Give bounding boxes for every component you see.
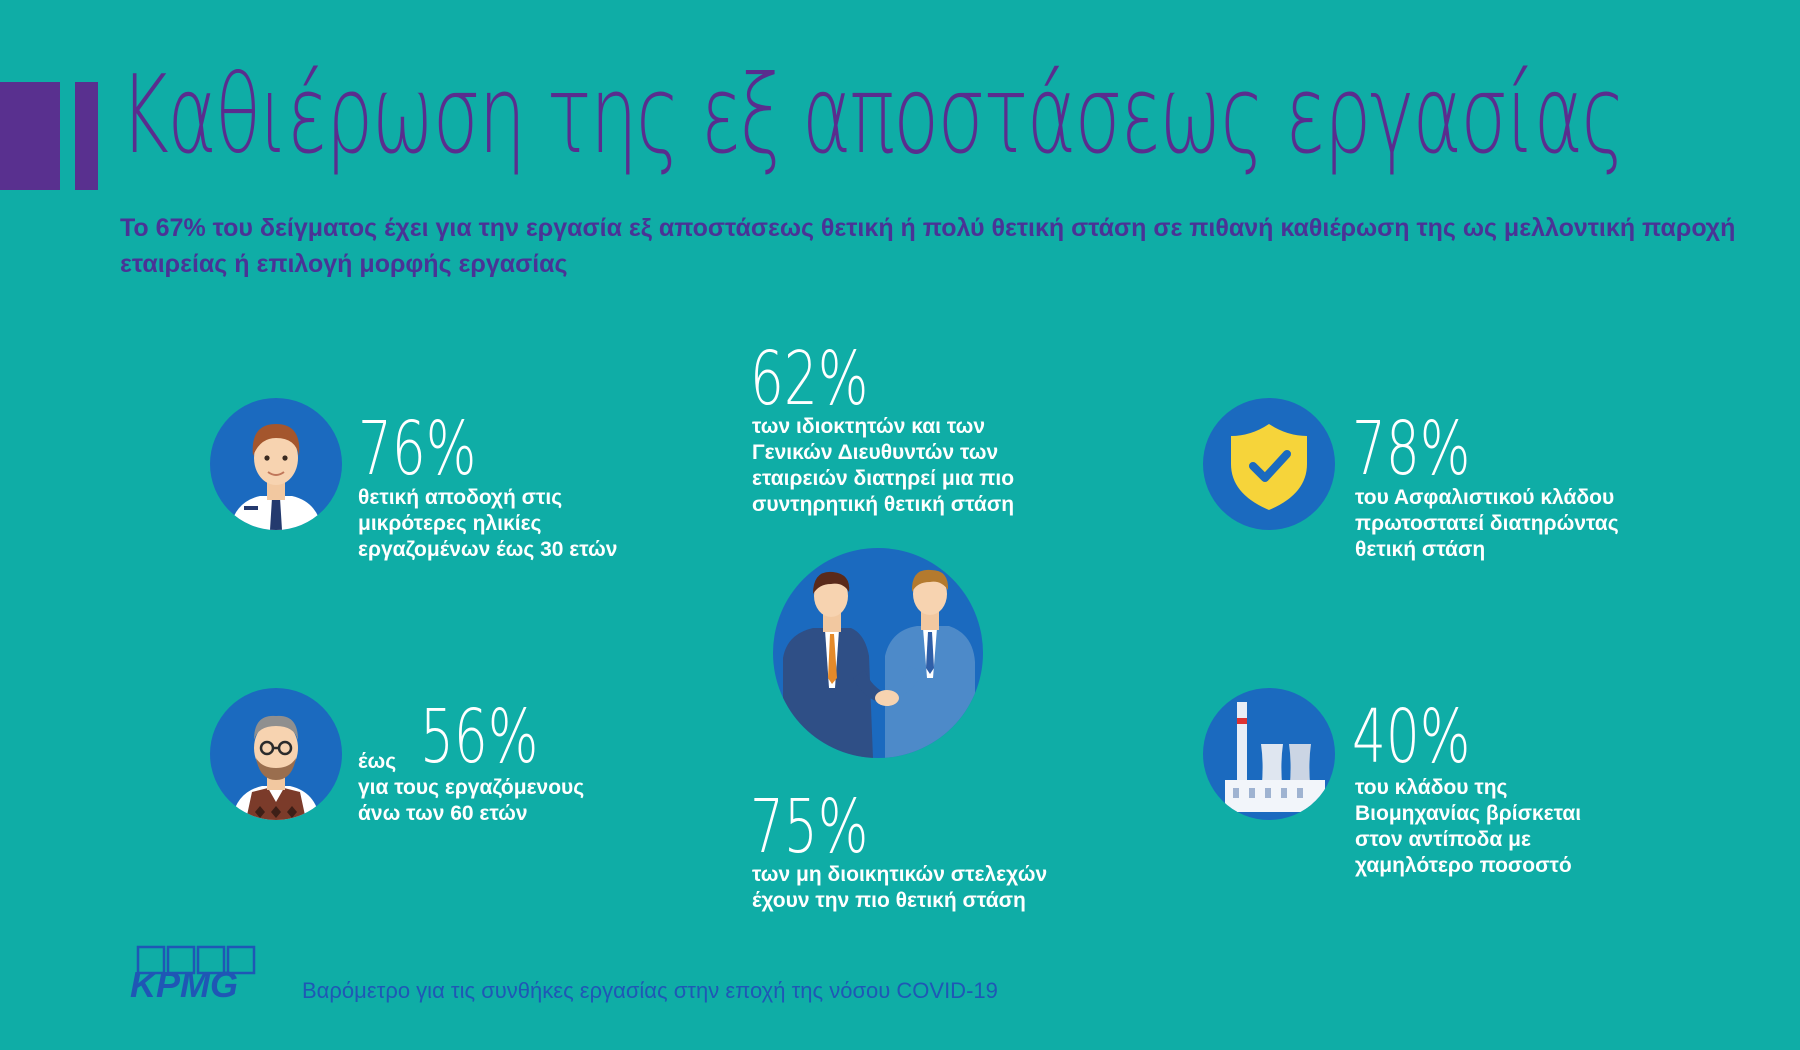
page-title: Καθιέρωση της εξ αποστάσεως εργασίας <box>120 53 1625 178</box>
insurance-desc: του Ασφαλιστικού κλάδου πρωτοστατεί διατ… <box>1355 485 1619 563</box>
young-desc-line-1: θετική αποδοχή στις <box>358 486 563 509</box>
shield-check-icon <box>1203 398 1335 530</box>
senior-pct: 56% <box>420 694 539 780</box>
industry-desc-line-1: του κλάδου της <box>1355 776 1508 799</box>
senior-man-icon <box>210 688 342 820</box>
industry-desc-line-3: στον αντίποδα με <box>1355 828 1531 851</box>
kpmg-logo-text: KPMG <box>130 964 238 1003</box>
title-accent-bar-thin <box>75 82 98 190</box>
industry-pct: 40% <box>1352 694 1471 780</box>
young-man-icon <box>210 398 342 530</box>
senior-desc-line-1: για τους εργαζόμενους <box>358 776 585 799</box>
title-accent-bar <box>0 82 60 190</box>
senior-prefix: έως <box>358 750 397 773</box>
handshake-icon <box>773 548 983 758</box>
industry-desc-line-4: χαμηλότερο ποσοστό <box>1355 854 1572 877</box>
young-desc: θετική αποδοχή στις μικρότερες ηλικίες ε… <box>358 485 617 563</box>
young-pct: 76% <box>358 406 477 492</box>
non-managers-desc-line-1: των μη διοικητικών στελεχών <box>752 863 1048 886</box>
owners-desc-line-1: των ιδιοκτητών και των <box>752 415 986 438</box>
owners-desc-line-4: συντηρητική θετική στάση <box>752 493 1015 516</box>
senior-desc-line-2: άνω των 60 ετών <box>358 802 528 825</box>
footer-caption: Βαρόμετρο για τις συνθήκες εργασίας στην… <box>302 978 998 1003</box>
insurance-pct: 78% <box>1352 406 1471 492</box>
kpmg-logo: KPMG <box>130 945 265 1005</box>
industry-desc: του κλάδου της Βιομηχανίας βρίσκεται στο… <box>1355 775 1581 879</box>
non-managers-pct: 75% <box>750 784 869 870</box>
insurance-desc-line-1: του Ασφαλιστικού κλάδου <box>1355 486 1615 509</box>
page-subtitle: Το 67% του δείγματος έχει για την εργασί… <box>120 214 1736 278</box>
young-desc-line-2: μικρότερες ηλικίες <box>358 512 542 535</box>
senior-desc: για τους εργαζόμενους άνω των 60 ετών <box>358 775 584 827</box>
owners-desc-line-2: Γενικών Διευθυντών των <box>752 441 999 464</box>
insurance-desc-line-3: θετική στάση <box>1355 538 1486 561</box>
owners-pct: 62% <box>750 336 869 422</box>
industry-desc-line-2: Βιομηχανίας βρίσκεται <box>1355 802 1582 825</box>
owners-desc-line-3: εταιρειών διατηρεί μια πιο <box>752 467 1015 490</box>
non-managers-desc: των μη διοικητικών στελεχών έχουν την πι… <box>752 862 1047 914</box>
owners-desc: των ιδιοκτητών και των Γενικών Διευθυντώ… <box>752 414 1014 518</box>
insurance-desc-line-2: πρωτοστατεί διατηρώντας <box>1355 512 1619 535</box>
factory-icon <box>1203 688 1335 820</box>
non-managers-desc-line-2: έχουν την πιο θετική στάση <box>752 889 1026 912</box>
young-desc-line-3: εργαζομένων έως 30 ετών <box>358 538 618 561</box>
